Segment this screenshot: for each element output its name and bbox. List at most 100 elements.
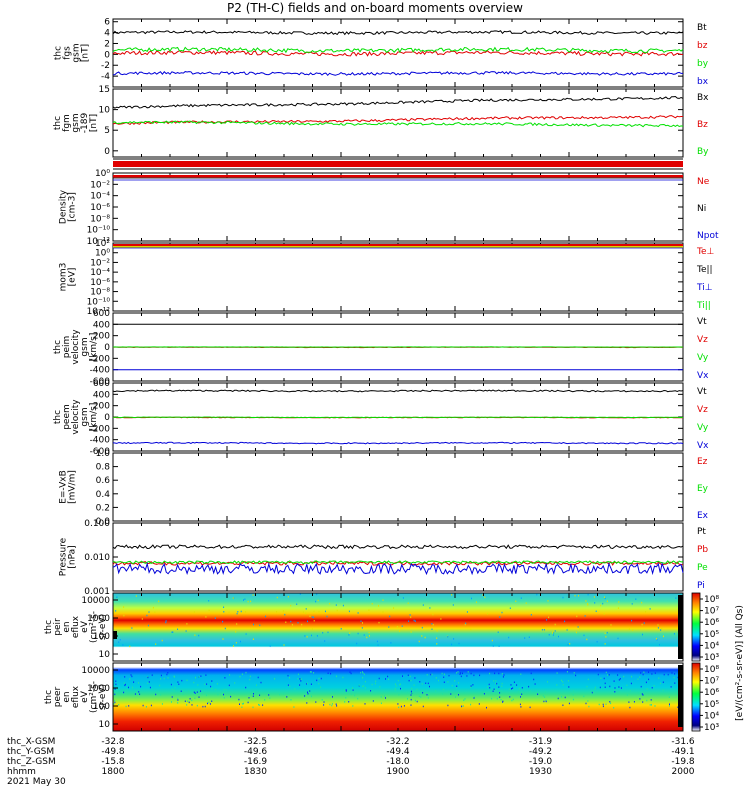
- peer-pixel: [648, 678, 650, 681]
- peer-pixel: [300, 678, 302, 680]
- ytick-label: 10⁻¹²: [87, 307, 111, 317]
- peir-pixel: [641, 623, 643, 626]
- peir-pixel: [122, 644, 124, 646]
- peer-pixel: [123, 691, 125, 694]
- peer-pixel: [211, 700, 213, 702]
- peer-pixel: [413, 684, 415, 686]
- peim-ylabel: thcpeimvelocitygsm[km/s]: [53, 329, 99, 365]
- colorbar-tick-label: 10⁵: [704, 630, 719, 640]
- peer-pixel: [186, 679, 188, 682]
- peer-pixel: [173, 689, 175, 692]
- peer-pixel: [215, 688, 217, 691]
- peer-pixel: [651, 673, 653, 675]
- peer-pixel: [603, 677, 605, 680]
- peer-pixel: [216, 683, 218, 685]
- peer-pixel: [163, 677, 165, 680]
- peer-pixel: [225, 688, 227, 691]
- peir-pixel: [554, 623, 556, 626]
- peir-pixel: [129, 645, 131, 648]
- peer-pixel: [188, 701, 190, 704]
- peer-pixel: [651, 704, 652, 706]
- ylabel-line: [eV]: [68, 268, 78, 287]
- peer-pixel: [639, 676, 641, 678]
- peer-pixel: [349, 671, 351, 673]
- peer-pixel: [613, 680, 615, 682]
- xaxis-row-label-0: thc_X-GSM: [7, 737, 55, 747]
- peer-pixel: [286, 696, 288, 698]
- peer-pixel: [443, 673, 445, 675]
- peer-pixel: [336, 705, 338, 707]
- temp-trace-Te-perp: [113, 244, 683, 246]
- peer-pixel: [182, 693, 184, 695]
- peer-pixel: [206, 694, 207, 697]
- peir-pixel: [236, 612, 238, 615]
- legend-fgs-2: by: [697, 59, 709, 69]
- peir-pixel: [635, 598, 637, 600]
- legend-efield-0: Ez: [697, 457, 708, 467]
- peer-pixel: [623, 675, 625, 678]
- peir-pixel: [475, 601, 477, 603]
- peer-pixel: [463, 692, 465, 694]
- peer-pixel: [228, 684, 230, 687]
- peir-pixel: [410, 631, 412, 633]
- peer-pixel: [430, 673, 432, 676]
- ytick-label: 10⁻⁶: [90, 278, 110, 288]
- peir-pixel: [470, 628, 472, 631]
- peer-pixel: [180, 690, 182, 692]
- peer-pixel: [427, 682, 429, 685]
- peer-pixel: [443, 688, 444, 691]
- peer-pixel: [352, 687, 353, 689]
- peir-pixel: [663, 635, 664, 638]
- legend-pressure-2: Pe: [697, 563, 708, 573]
- peer-pixel: [147, 676, 149, 679]
- peer-pixel: [350, 693, 352, 695]
- peir-pixel: [185, 630, 187, 632]
- peer-pixel: [193, 681, 195, 684]
- peer-pixel: [542, 695, 544, 697]
- peir-pixel: [418, 640, 420, 643]
- peer-pixel: [289, 677, 291, 679]
- ylabel-line: [nT]: [89, 114, 99, 132]
- peer-pixel: [410, 690, 412, 693]
- ytick-label: 0.0: [96, 517, 111, 527]
- ylabel-line: sr-eV): [98, 614, 108, 640]
- peir-pixel: [240, 640, 241, 643]
- peer-pixel: [419, 681, 421, 683]
- ytick-label: 600: [93, 379, 110, 389]
- peir-pixel: [357, 612, 359, 614]
- ytick-label: 0: [104, 413, 110, 423]
- xaxis-value: -49.1: [671, 747, 694, 757]
- peer-pixel: [640, 672, 642, 674]
- peer-pixel: [138, 682, 139, 684]
- peer-pixel: [194, 697, 196, 699]
- peer-pixel: [160, 678, 162, 680]
- xaxis-value: 1800: [102, 767, 125, 777]
- peir-pixel: [123, 606, 125, 608]
- ylabel-line: thc: [44, 620, 54, 634]
- peer-pixel: [545, 691, 546, 693]
- peir-pixel: [645, 611, 647, 613]
- peir-pixel: [642, 633, 643, 636]
- ylabel-line: eflux: [71, 685, 81, 708]
- peer-pixel: [426, 694, 428, 696]
- peer-pixel: [211, 687, 213, 690]
- peir-pixel: [253, 623, 254, 626]
- peir-pixel: [390, 642, 392, 644]
- peer-pixel: [609, 701, 611, 703]
- peer-pixel: [184, 700, 186, 702]
- legend-temp-2: Ti⊥: [696, 283, 713, 293]
- peer-pixel: [614, 687, 616, 689]
- peir-pixel: [618, 601, 620, 603]
- peir-pixel: [498, 645, 500, 647]
- peer-pixel: [133, 681, 135, 683]
- peer-pixel: [587, 700, 589, 702]
- peir-pixel: [368, 609, 370, 611]
- peir-pixel: [269, 645, 271, 647]
- peir-pixel: [382, 611, 384, 613]
- peir-pixel: [259, 624, 261, 627]
- peer-pixel: [114, 688, 116, 690]
- peer-pixel: [307, 691, 308, 693]
- peer-pixel: [464, 698, 466, 700]
- peer-pixel: [534, 683, 536, 685]
